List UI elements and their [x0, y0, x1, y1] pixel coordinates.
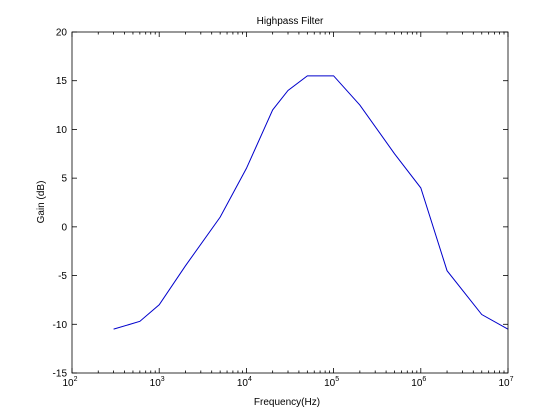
y-tick-label: 15: [56, 76, 68, 87]
y-tick-label: 5: [61, 174, 67, 185]
x-tick-label: 104: [237, 376, 252, 389]
y-axis-ticks: -15 -10 -5 0 5 10 15 20: [53, 28, 508, 380]
y-tick-label: 10: [56, 125, 68, 136]
x-tick-label: 106: [411, 376, 426, 389]
gain-series-line: [113, 75, 509, 330]
y-tick-label: 0: [61, 222, 67, 233]
y-tick-label: -10: [53, 320, 68, 331]
plot-frame: [71, 31, 509, 374]
x-tick-label: 102: [62, 376, 77, 389]
x-tick-label: 107: [498, 376, 513, 389]
x-axis-label: Frequency(Hz): [254, 397, 320, 408]
y-tick-label: 20: [56, 28, 68, 39]
chart-title: Highpass Filter: [257, 16, 324, 27]
x-tick-label: 105: [324, 376, 339, 389]
x-tick-label: 103: [150, 376, 165, 389]
series-layer: [113, 75, 509, 330]
y-tick-label: -15: [53, 369, 68, 380]
y-tick-label: -5: [58, 271, 67, 282]
y-axis-label: Gain (dB): [36, 181, 47, 224]
x-axis-ticks: 102 103 104 105 106 107: [62, 32, 514, 389]
